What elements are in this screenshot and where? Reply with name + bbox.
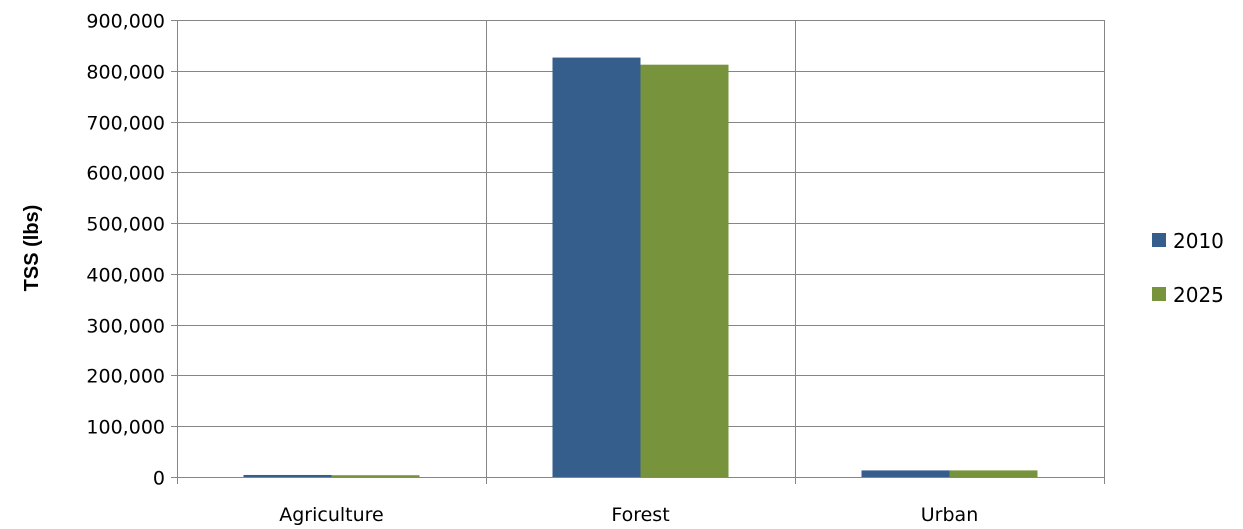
bar-2025-forest (640, 64, 729, 477)
bar-2010-urban (861, 470, 950, 477)
legend: 2010 2025 (1152, 229, 1224, 307)
y-axis-title: TSS (lbs) (21, 205, 43, 292)
y-tick-label: 300,000 (86, 316, 165, 338)
y-tick-label: 700,000 (86, 113, 165, 135)
bar-2025-agriculture (331, 475, 420, 477)
bar-2025-urban (949, 470, 1038, 477)
legend-swatch-2010 (1152, 233, 1166, 247)
y-tick-label: 200,000 (86, 366, 165, 388)
y-tick-label: 800,000 (86, 62, 165, 84)
y-tick-label: 600,000 (86, 163, 165, 185)
y-tick-label: 500,000 (86, 214, 165, 236)
x-tick-label: Urban (921, 504, 978, 526)
y-tick-label: 900,000 (86, 11, 165, 33)
axes (171, 20, 1104, 478)
bars (243, 57, 1038, 477)
legend-label: 2010 (1173, 229, 1224, 253)
x-tick-labels: Agriculture Forest Urban (279, 504, 978, 526)
y-tick-label: 400,000 (86, 265, 165, 287)
x-tick-label: Agriculture (279, 504, 384, 526)
bar-2010-agriculture (243, 474, 332, 477)
bar-2010-forest (552, 57, 641, 477)
y-tick-label: 0 (153, 468, 165, 490)
legend-label: 2025 (1173, 283, 1224, 307)
x-tick-label: Forest (611, 504, 669, 526)
y-tick-label: 100,000 (86, 417, 165, 439)
legend-swatch-2025 (1152, 287, 1166, 301)
y-tick-labels: 0 100,000 200,000 300,000 400,000 500,000 600,… (86, 11, 165, 490)
